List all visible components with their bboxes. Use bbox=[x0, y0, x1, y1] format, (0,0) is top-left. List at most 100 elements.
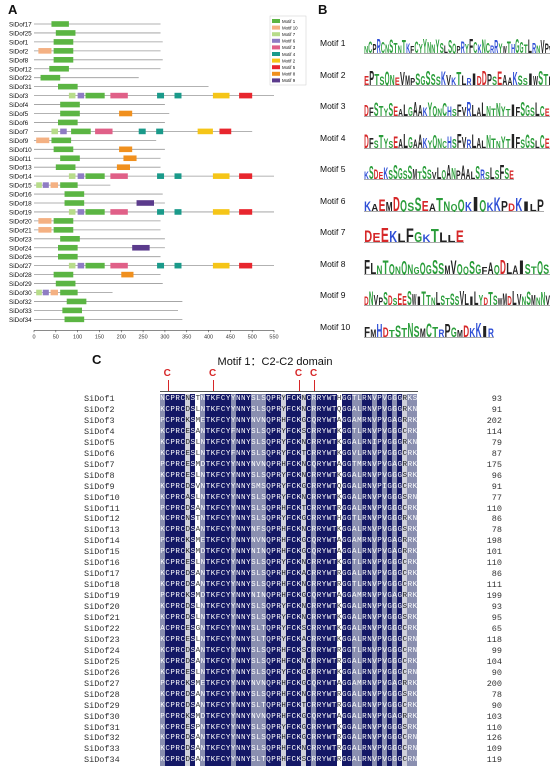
logo-letter: V bbox=[374, 292, 379, 306]
logo-letter: T bbox=[432, 324, 438, 338]
sequence-name: SiDof11 bbox=[84, 503, 120, 514]
sequence-end-position: 90 bbox=[491, 667, 502, 678]
logo-letter: K bbox=[487, 200, 494, 212]
alignment-top-rule bbox=[160, 391, 418, 392]
logo-letter: V bbox=[462, 135, 467, 149]
protein-name: SiDof24 bbox=[9, 245, 32, 252]
logo-letter: S bbox=[383, 289, 388, 306]
motif-box bbox=[58, 119, 78, 126]
logo-letter: R bbox=[377, 36, 381, 54]
logo-letter: N bbox=[398, 44, 402, 54]
logo-letter: Q bbox=[537, 258, 543, 275]
logo-letter: S bbox=[530, 135, 535, 149]
motif-box bbox=[53, 218, 74, 224]
logo-letter: E bbox=[379, 196, 386, 212]
protein-row: SiDof27 bbox=[9, 262, 274, 270]
x-tick-label: 50 bbox=[53, 334, 59, 340]
motif-box bbox=[197, 128, 213, 135]
protein-row: SiDof18 bbox=[9, 200, 165, 208]
protein-row: SiDof22 bbox=[9, 74, 139, 82]
logo-letter: D bbox=[388, 292, 393, 306]
logo-letter: A bbox=[512, 263, 518, 275]
logo-letter: D bbox=[364, 227, 372, 243]
logo-letter: G bbox=[525, 132, 530, 149]
legend-label: Motif 7 bbox=[282, 32, 296, 37]
logo-letter: D bbox=[483, 296, 488, 306]
alignment-row: SiDof29 K C P R C D S A N T K F C Y Y N N Y S L T Q P R H F C K T C R R Y… bbox=[0, 700, 550, 712]
sequence-name: SiDof20 bbox=[84, 602, 120, 613]
logo-letter: N bbox=[496, 100, 501, 117]
logo-letter: S bbox=[415, 70, 420, 86]
logo-letter: Q bbox=[400, 198, 407, 212]
motif-logo-label: Motif 1 bbox=[320, 38, 346, 48]
logo-letter: N bbox=[364, 45, 368, 54]
logo-letter: P bbox=[456, 168, 461, 180]
sequence-end-position: 86 bbox=[491, 514, 502, 525]
sequence-name: SiDof31 bbox=[84, 722, 120, 733]
motif-box bbox=[60, 289, 78, 296]
logo-letter: I bbox=[511, 101, 516, 117]
motif-logo: DFSTYSEALGAAKYQNCHSFVRLALNTNYTIFSGSLCESW… bbox=[364, 99, 550, 117]
protein-name: SiDof7 bbox=[9, 129, 29, 136]
logo-letter: V bbox=[545, 292, 550, 306]
logo-letter: L bbox=[549, 74, 550, 86]
logo-letter: R bbox=[490, 44, 494, 54]
logo-letter: S bbox=[388, 167, 393, 180]
logo-letter: S bbox=[407, 288, 412, 306]
protein-name: SiDof21 bbox=[9, 227, 32, 234]
logo-letter: S bbox=[518, 72, 523, 86]
logo-letter: S bbox=[455, 293, 460, 306]
motif-box bbox=[60, 182, 78, 188]
logo-letter: L bbox=[472, 103, 477, 117]
logo-letter: C bbox=[442, 100, 447, 117]
protein-name: SiDof11 bbox=[9, 156, 32, 163]
legend-swatch bbox=[272, 32, 280, 37]
logo-letter: L bbox=[474, 289, 479, 306]
logo-letter: R bbox=[438, 328, 444, 338]
logo-letter: E bbox=[395, 76, 400, 86]
protein-name: SiDof10 bbox=[9, 147, 32, 154]
logo-letter: L bbox=[481, 139, 486, 149]
logo-letter: T bbox=[417, 170, 422, 180]
logo-letter: S bbox=[403, 168, 408, 180]
motif-box bbox=[85, 92, 105, 99]
protein-name: SiDof33 bbox=[9, 308, 32, 315]
alignment-row: SiDof28 K C P R C D S A N T K F C Y Y N N Y S L S Q P R H F C K N C R R Y… bbox=[0, 689, 550, 701]
protein-row: SiDof19 bbox=[9, 209, 274, 216]
alignment-row: SiDof7 P C P R C E S M D T K F C Y Y N N Y N V N Q P R H F C K N C Q R Y W… bbox=[0, 459, 550, 471]
logo-letter: K bbox=[513, 69, 518, 86]
logo-letter: A bbox=[476, 105, 481, 117]
logo-letter: N bbox=[437, 107, 442, 117]
sequence-end-position: 87 bbox=[491, 448, 502, 459]
logo-letter: D bbox=[500, 257, 506, 275]
logo-letter: Y bbox=[501, 133, 506, 149]
logo-letter: D bbox=[364, 294, 369, 306]
logo-letter: Y bbox=[428, 139, 433, 149]
logo-letter: D bbox=[508, 202, 515, 212]
logo-letter: A bbox=[429, 202, 436, 212]
alignment-row: SiDof3 P C P R C K S M E T K F C Y Y N N Y N V N Q P R H F C K G C Q R Y W… bbox=[0, 415, 550, 427]
logo-letter: L bbox=[535, 100, 540, 117]
sequence-end-position: 78 bbox=[491, 689, 502, 700]
logo-letter: Y bbox=[479, 292, 484, 306]
sequence-name: SiDof28 bbox=[84, 689, 120, 700]
motif-box bbox=[68, 92, 76, 99]
logo-letter: E bbox=[398, 290, 403, 306]
logo-letter: I bbox=[472, 70, 477, 86]
logo-letter: N bbox=[486, 103, 491, 117]
sequence-name: SiDof30 bbox=[84, 711, 120, 722]
sequence-name: SiDof4 bbox=[84, 426, 115, 437]
cysteine-marker-line bbox=[167, 380, 169, 391]
protein-row: SiDof20 bbox=[9, 218, 161, 225]
motif-box bbox=[116, 164, 130, 170]
logo-letter: H bbox=[511, 41, 515, 54]
logo-letter: N bbox=[385, 42, 389, 54]
protein-name: SiDof2 bbox=[9, 48, 29, 55]
logo-letter: V bbox=[400, 69, 405, 86]
motif-box bbox=[85, 173, 105, 179]
cysteine-marker-line bbox=[213, 380, 215, 391]
